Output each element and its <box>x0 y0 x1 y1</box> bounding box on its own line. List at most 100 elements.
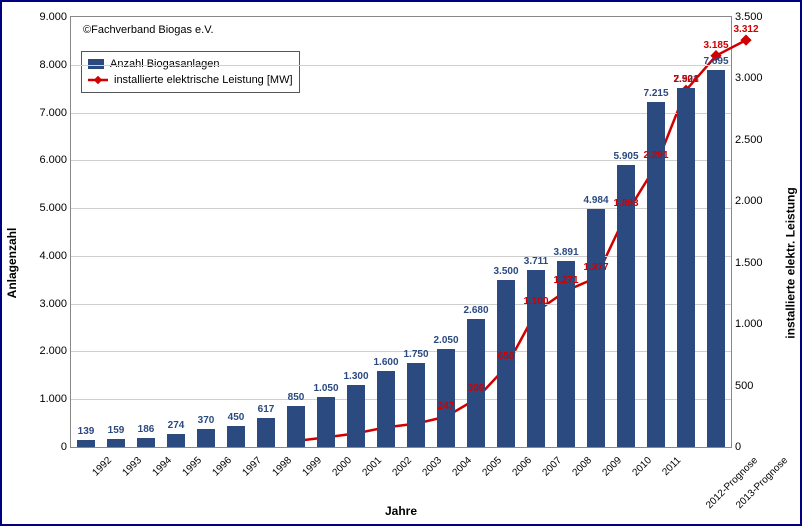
bar-value-label: 5.905 <box>613 151 638 162</box>
bar-value-label: 2.050 <box>433 335 458 346</box>
bar-value-label: 7.895 <box>703 56 728 67</box>
line-value-label: 1.100 <box>523 296 548 307</box>
y-right-tick-label: 1.500 <box>735 257 771 269</box>
x-tick-label: 2006 <box>511 455 535 479</box>
y-left-tick-label: 7.000 <box>27 107 67 119</box>
bar <box>197 429 216 447</box>
x-tick-label: 2010 <box>631 455 655 479</box>
bar <box>587 209 606 447</box>
bar-value-label: 186 <box>138 424 155 435</box>
x-tick-label: 1996 <box>211 455 235 479</box>
y-left-tick-label: 0 <box>27 441 67 453</box>
y-left-tick-label: 4.000 <box>27 250 67 262</box>
x-tick-label: 1995 <box>181 455 205 479</box>
bar-value-label: 1.600 <box>373 357 398 368</box>
y-left-tick-label: 6.000 <box>27 154 67 166</box>
y-left-tick-label: 9.000 <box>27 11 67 23</box>
line-value-label: 2.291 <box>643 150 668 161</box>
bar <box>107 439 126 447</box>
x-tick-label: 2005 <box>481 455 505 479</box>
x-tick-label: 1998 <box>271 455 295 479</box>
bar-value-label: 159 <box>108 425 125 436</box>
line-value-label: 3.312 <box>733 24 758 35</box>
y-right-axis-title: installierte elektr. Leistung <box>783 187 797 338</box>
bar <box>407 363 426 447</box>
bar <box>257 418 276 447</box>
x-tick-label: 2008 <box>571 455 595 479</box>
line-value-label: 390 <box>468 383 485 394</box>
chart-frame: ©Fachverband Biogas e.V. Anzahl Biogasan… <box>0 0 802 526</box>
bar <box>377 371 396 447</box>
bar <box>437 349 456 447</box>
x-tick-label: 2002 <box>391 455 415 479</box>
bar-value-label: 3.891 <box>553 247 578 258</box>
copyright-text: ©Fachverband Biogas e.V. <box>81 23 216 37</box>
bar <box>287 406 306 447</box>
bar-value-label: 1.050 <box>313 383 338 394</box>
bar <box>137 438 156 447</box>
legend-label-line: installierte elektrische Leistung [MW] <box>114 72 293 88</box>
bar-value-label: 3.500 <box>493 266 518 277</box>
bar-value-label: 3.711 <box>524 256 548 267</box>
line-value-label: 1.271 <box>553 275 578 286</box>
y-left-axis-title: Anlagenzahl <box>5 228 19 299</box>
bar-value-label: 1.750 <box>403 349 428 360</box>
y-right-tick-label: 1.000 <box>735 318 771 330</box>
y-right-tick-label: 2.500 <box>735 134 771 146</box>
x-tick-label: 2000 <box>331 455 355 479</box>
gridline <box>71 65 731 66</box>
x-tick-label: 2012-Prognose <box>704 455 760 511</box>
line-value-label: 3.185 <box>703 40 728 51</box>
x-tick-label: 2001 <box>361 455 385 479</box>
plot-area: ©Fachverband Biogas e.V. Anzahl Biogasan… <box>70 16 732 448</box>
x-tick-label: 1994 <box>151 455 175 479</box>
legend-item-line: installierte elektrische Leistung [MW] <box>88 72 293 88</box>
x-tick-label: 2009 <box>601 455 625 479</box>
y-left-tick-label: 2.000 <box>27 345 67 357</box>
x-tick-label: 1993 <box>121 455 145 479</box>
line-value-label: 650 <box>498 351 515 362</box>
bar-value-label: 2.680 <box>463 305 488 316</box>
bar <box>707 70 726 447</box>
y-right-tick-label: 500 <box>735 380 771 392</box>
bar-value-label: 274 <box>168 420 185 431</box>
line-value-label: 247 <box>438 401 455 412</box>
bar-value-label: 617 <box>258 404 275 415</box>
y-right-tick-label: 0 <box>735 441 771 453</box>
y-left-tick-label: 3.000 <box>27 298 67 310</box>
y-right-tick-label: 3.500 <box>735 11 771 23</box>
bar <box>677 88 696 447</box>
bar <box>317 397 336 447</box>
bar <box>77 440 96 447</box>
y-right-tick-label: 2.000 <box>735 195 771 207</box>
bar <box>557 261 576 447</box>
x-tick-label: 2011 <box>660 455 683 478</box>
line-value-label: 1.893 <box>613 198 638 209</box>
bar <box>497 280 516 447</box>
gridline <box>71 113 731 114</box>
x-tick-label: 2007 <box>541 455 565 479</box>
x-tick-label: 1999 <box>301 455 325 479</box>
line-value-label: 1.377 <box>583 262 608 273</box>
y-left-tick-label: 8.000 <box>27 59 67 71</box>
bar <box>227 426 246 448</box>
x-tick-label: 1992 <box>91 455 115 479</box>
legend: Anzahl Biogasanlagen installierte elektr… <box>81 51 300 93</box>
legend-swatch-line <box>88 75 108 85</box>
x-tick-label: 2003 <box>421 455 445 479</box>
x-tick-label: 2004 <box>451 455 475 479</box>
bar <box>167 434 186 447</box>
bar-value-label: 7.215 <box>643 88 668 99</box>
bar-value-label: 850 <box>288 392 305 403</box>
y-right-tick-label: 3.000 <box>735 72 771 84</box>
x-tick-label: 1997 <box>241 455 265 479</box>
y-left-tick-label: 1.000 <box>27 393 67 405</box>
y-left-tick-label: 5.000 <box>27 202 67 214</box>
bar-value-label: 1.300 <box>343 371 368 382</box>
bar-value-label: 450 <box>228 412 245 423</box>
x-axis-title: Jahre <box>385 504 417 518</box>
bar-value-label: 139 <box>78 426 95 437</box>
line-value-label: 2.904 <box>673 74 698 85</box>
bar <box>347 385 366 447</box>
bar-value-label: 370 <box>198 415 215 426</box>
